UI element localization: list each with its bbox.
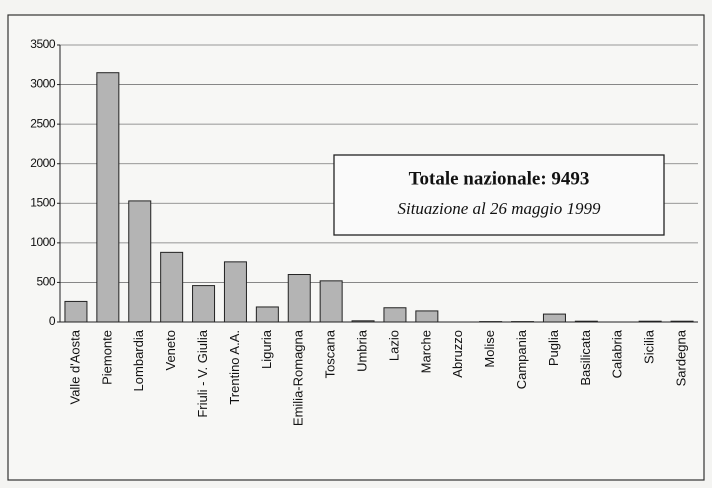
bar — [319, 280, 343, 323]
x-tick-label: Emilia-Romagna — [291, 329, 306, 426]
x-tick-label: Molise — [482, 330, 497, 368]
bar — [160, 251, 184, 323]
x-tick-label: Sicilia — [642, 329, 657, 364]
bar — [287, 274, 311, 323]
x-tick-label: Veneto — [163, 330, 178, 371]
annotation-subtitle: Situazione al 26 maggio 1999 — [397, 199, 601, 218]
x-tick-label: Abruzzo — [450, 330, 465, 378]
x-tick-label: Toscana — [323, 329, 338, 378]
y-tick-label: 500 — [36, 275, 55, 289]
y-tick-label: 3500 — [30, 37, 56, 51]
y-tick-label: 3000 — [30, 77, 56, 91]
bar — [383, 307, 407, 323]
y-tick-label: 1000 — [30, 235, 56, 249]
bars — [64, 72, 694, 323]
x-tick-label: Marche — [418, 330, 433, 373]
x-tick-label: Valle d'Aosta — [67, 329, 82, 404]
y-tick-label: 2000 — [30, 156, 56, 170]
x-tick-label: Friuli - V. Giulia — [195, 329, 210, 417]
x-tick-label: Lazio — [386, 330, 401, 361]
y-tick-label: 2500 — [30, 116, 56, 130]
bar — [223, 261, 247, 323]
bar — [64, 300, 88, 323]
x-tick-label: Basilicata — [578, 329, 593, 385]
bar — [96, 72, 120, 323]
x-tick-label: Puglia — [546, 329, 561, 366]
x-tick-label: Umbria — [354, 329, 369, 372]
bar — [128, 200, 152, 323]
x-tick-label: Sardegna — [673, 329, 688, 386]
x-tick-label: Trentino A.A. — [227, 330, 242, 405]
annotation-title: Totale nazionale: 9493 — [409, 168, 590, 189]
y-tick-label: 1500 — [30, 195, 56, 209]
bar — [542, 313, 566, 323]
x-tick-label: Calabria — [610, 329, 625, 378]
bar — [415, 310, 439, 323]
annotation-box — [333, 154, 665, 236]
frame — [7, 14, 705, 481]
y-tick-label: 0 — [49, 314, 56, 328]
bar — [192, 285, 216, 323]
x-tick-label: Piemonte — [99, 330, 114, 385]
x-tick-label: Liguria — [259, 329, 274, 369]
bar — [255, 306, 279, 323]
x-tick-label: Campania — [514, 329, 529, 389]
x-tick-label: Lombardia — [131, 329, 146, 391]
